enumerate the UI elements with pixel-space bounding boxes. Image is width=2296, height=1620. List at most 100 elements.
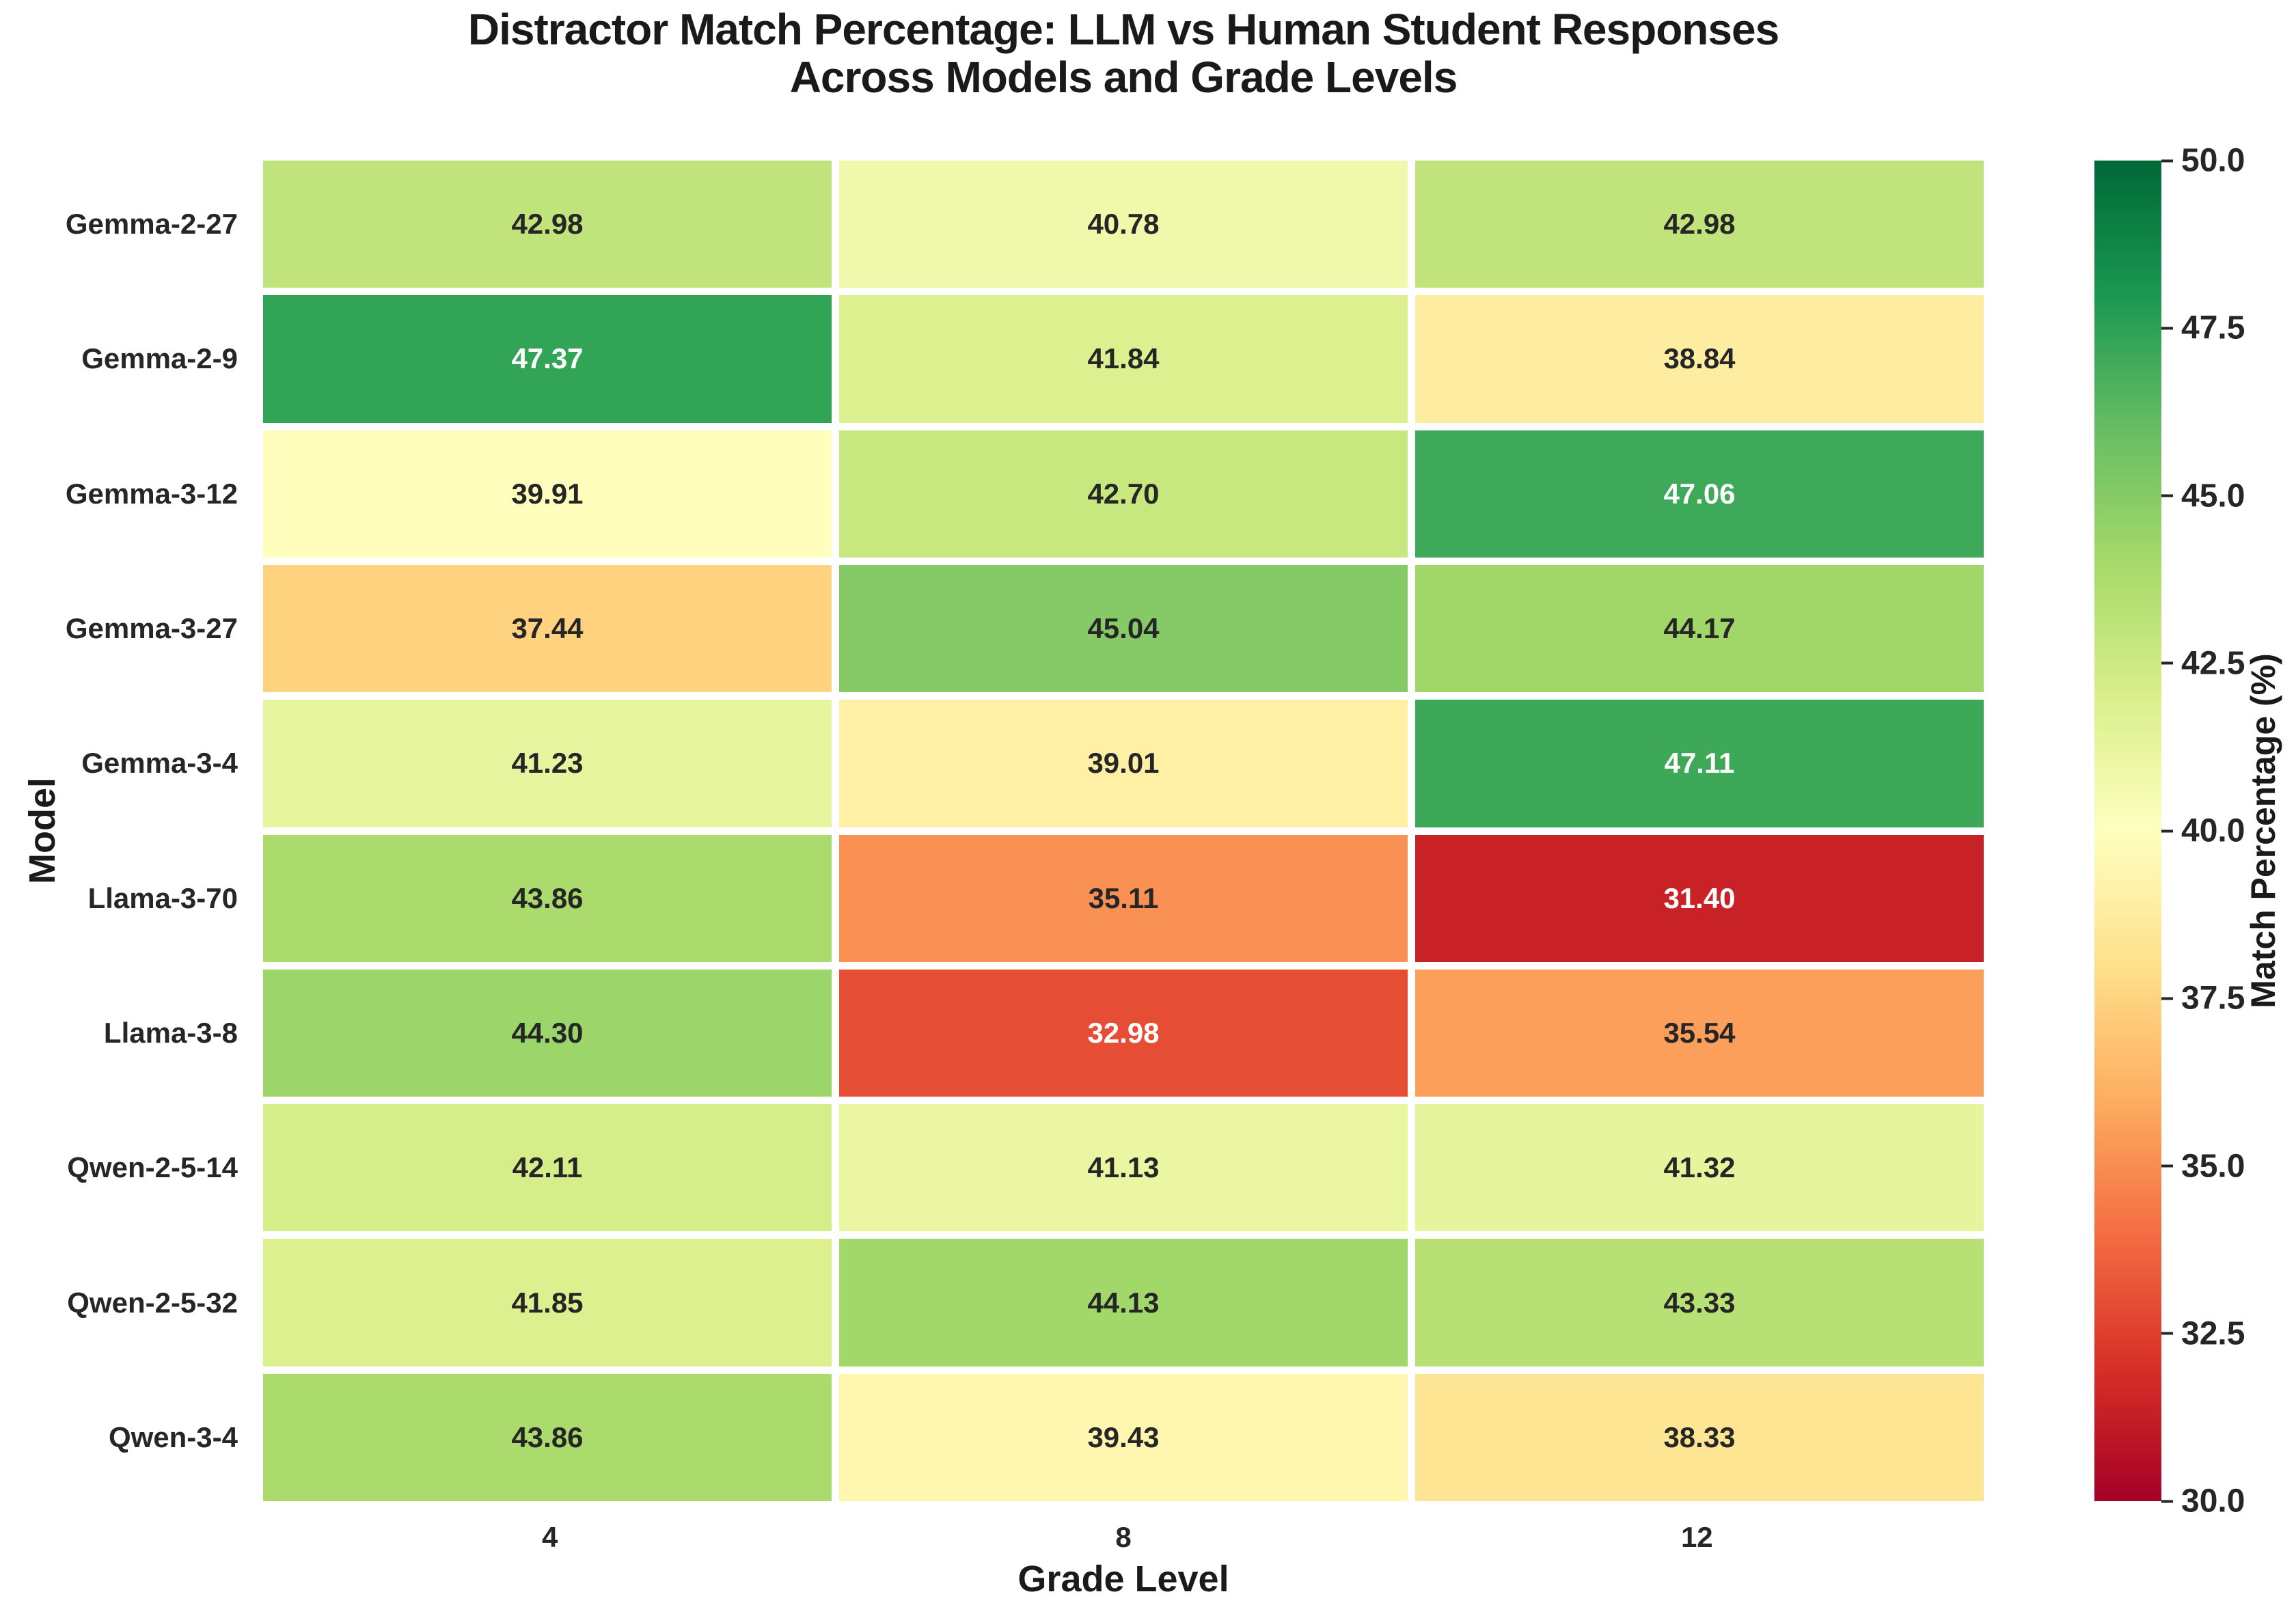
- colorbar-tick: 45.0: [2161, 477, 2245, 514]
- colorbar-tick-label: 47.5: [2181, 310, 2245, 346]
- cell-value: 39.01: [1087, 747, 1160, 780]
- cell-value: 32.98: [1087, 1016, 1160, 1049]
- cell-value: 43.86: [511, 881, 584, 914]
- heatmap-cell: 37.44: [263, 564, 832, 693]
- heatmap-cell: 38.33: [1415, 1373, 1984, 1501]
- heatmap-cell: 41.23: [263, 700, 832, 827]
- colorbar-tick: 50.0: [2161, 142, 2245, 180]
- colorbar-tick-mark: [2161, 1332, 2173, 1335]
- heatmap-cell: 41.84: [839, 295, 1408, 423]
- heatmap-cell: 47.11: [1415, 700, 1984, 827]
- cell-value: 35.54: [1663, 1016, 1736, 1049]
- colorbar-tick: 47.5: [2161, 310, 2245, 347]
- y-tick-labels: Gemma-2-27 Gemma-2-9 Gemma-3-12 Gemma-3-27 G…: [0, 161, 238, 1501]
- cell-value: 42.70: [1087, 477, 1160, 510]
- colorbar-tick-label: 45.0: [2181, 478, 2245, 514]
- cell-value: 35.11: [1088, 881, 1159, 914]
- heatmap-cell: 40.78: [839, 161, 1408, 288]
- colorbar-tick-label: 37.5: [2181, 980, 2245, 1017]
- colorbar-tick-mark: [2161, 829, 2173, 832]
- colorbar-tick-mark: [2161, 494, 2173, 497]
- cell-value: 41.23: [511, 747, 584, 780]
- cell-value: 31.40: [1663, 881, 1736, 914]
- heatmap-cell: 43.86: [263, 834, 832, 962]
- y-tick-label: Llama-3-70: [87, 881, 238, 914]
- cell-value: 47.11: [1664, 747, 1735, 780]
- heatmap-cell: 44.13: [839, 1239, 1408, 1367]
- colorbar-tick-mark: [2161, 159, 2173, 162]
- heatmap-cell: 44.17: [1415, 564, 1984, 693]
- colorbar-tick-label: 40.0: [2181, 812, 2245, 849]
- colorbar-tick-mark: [2161, 1500, 2173, 1502]
- colorbar-tick: 35.0: [2161, 1147, 2245, 1185]
- cell-value: 40.78: [1087, 208, 1160, 241]
- cell-value: 45.04: [1087, 612, 1160, 645]
- colorbar-tick-label: 50.0: [2181, 142, 2245, 179]
- heatmap-cell: 32.98: [839, 969, 1408, 1097]
- colorbar-tick-mark: [2161, 661, 2173, 665]
- cell-value: 41.13: [1087, 1151, 1160, 1184]
- heatmap-cell: 45.04: [839, 564, 1408, 693]
- y-tick-label: Qwen-2-5-32: [67, 1286, 238, 1319]
- x-tick-labels: 4 8 12: [263, 1518, 1984, 1556]
- heatmap-cell: 42.70: [839, 430, 1408, 558]
- cell-value: 44.30: [511, 1016, 584, 1049]
- heatmap-cell: 38.84: [1415, 295, 1984, 423]
- x-tick-label: 8: [1115, 1521, 1132, 1553]
- colorbar-tick: 30.0: [2161, 1483, 2245, 1520]
- heatmap-cell: 47.06: [1415, 430, 1984, 558]
- colorbar-gradient: [2094, 161, 2161, 1501]
- colorbar-tick-label: 35.0: [2181, 1148, 2245, 1184]
- cell-value: 44.13: [1087, 1286, 1160, 1319]
- colorbar-tick-label: 30.0: [2181, 1483, 2245, 1520]
- heatmap-cell: 42.11: [263, 1104, 832, 1232]
- colorbar-label: Match Percentage (%): [2244, 653, 2282, 1008]
- cell-value: 41.85: [511, 1286, 584, 1319]
- colorbar-tick-mark: [2161, 1164, 2173, 1168]
- colorbar-tick: 42.5: [2161, 644, 2245, 682]
- y-tick-label: Qwen-3-4: [108, 1420, 238, 1453]
- colorbar-tick-mark: [2161, 997, 2173, 1000]
- cell-value: 39.91: [511, 477, 584, 510]
- heatmap-cell: 42.98: [1415, 161, 1984, 288]
- cell-value: 43.33: [1663, 1286, 1736, 1319]
- heatmap-cell: 42.98: [263, 161, 832, 288]
- cell-value: 43.86: [511, 1420, 584, 1453]
- heatmap-cell: 35.11: [839, 834, 1408, 962]
- heatmap-cell: 35.54: [1415, 969, 1984, 1097]
- colorbar-tick-mark: [2161, 327, 2173, 330]
- cell-value: 37.44: [511, 612, 584, 645]
- heatmap-cell: 39.91: [263, 430, 832, 558]
- heatmap: 42.98 40.78 42.98 47.37 41.84 38.84 39.91 42.70…: [263, 161, 1984, 1501]
- y-tick-label: Gemma-3-27: [65, 612, 238, 645]
- cell-value: 42.98: [1663, 208, 1736, 241]
- cell-value: 47.37: [511, 342, 584, 375]
- heatmap-cell: 41.13: [839, 1104, 1408, 1232]
- colorbar-tick-label: 32.5: [2181, 1315, 2245, 1352]
- y-tick-label: Llama-3-8: [103, 1016, 238, 1049]
- y-tick-label: Gemma-2-27: [65, 208, 238, 241]
- cell-value: 44.17: [1663, 612, 1736, 645]
- heatmap-cell: 31.40: [1415, 834, 1984, 962]
- heatmap-cell: 43.33: [1415, 1239, 1984, 1367]
- cell-value: 42.98: [511, 208, 584, 241]
- heatmap-cell: 41.85: [263, 1239, 832, 1367]
- x-axis-label: Grade Level: [1017, 1559, 1229, 1600]
- heatmap-cell: 44.30: [263, 969, 832, 1097]
- cell-value: 42.11: [512, 1151, 583, 1184]
- y-tick-label: Gemma-3-12: [65, 477, 238, 510]
- colorbar-tick: 37.5: [2161, 980, 2245, 1017]
- cell-value: 38.33: [1663, 1420, 1736, 1453]
- y-tick-label: Qwen-2-5-14: [67, 1151, 238, 1184]
- colorbar-tick-label: 42.5: [2181, 645, 2245, 682]
- cell-value: 41.32: [1663, 1151, 1736, 1184]
- cell-value: 41.84: [1087, 342, 1160, 375]
- colorbar-tick: 40.0: [2161, 812, 2245, 850]
- colorbar: 50.0 47.5 45.0 42.5 40.0 37.5 35.0 32.5 30.0: [2094, 143, 2296, 1520]
- colorbar-tick: 32.5: [2161, 1315, 2245, 1352]
- heatmap-cell: 39.01: [839, 700, 1408, 827]
- cell-value: 47.06: [1663, 477, 1736, 510]
- x-tick-label: 12: [1680, 1521, 1713, 1553]
- heatmap-cell: 43.86: [263, 1373, 832, 1501]
